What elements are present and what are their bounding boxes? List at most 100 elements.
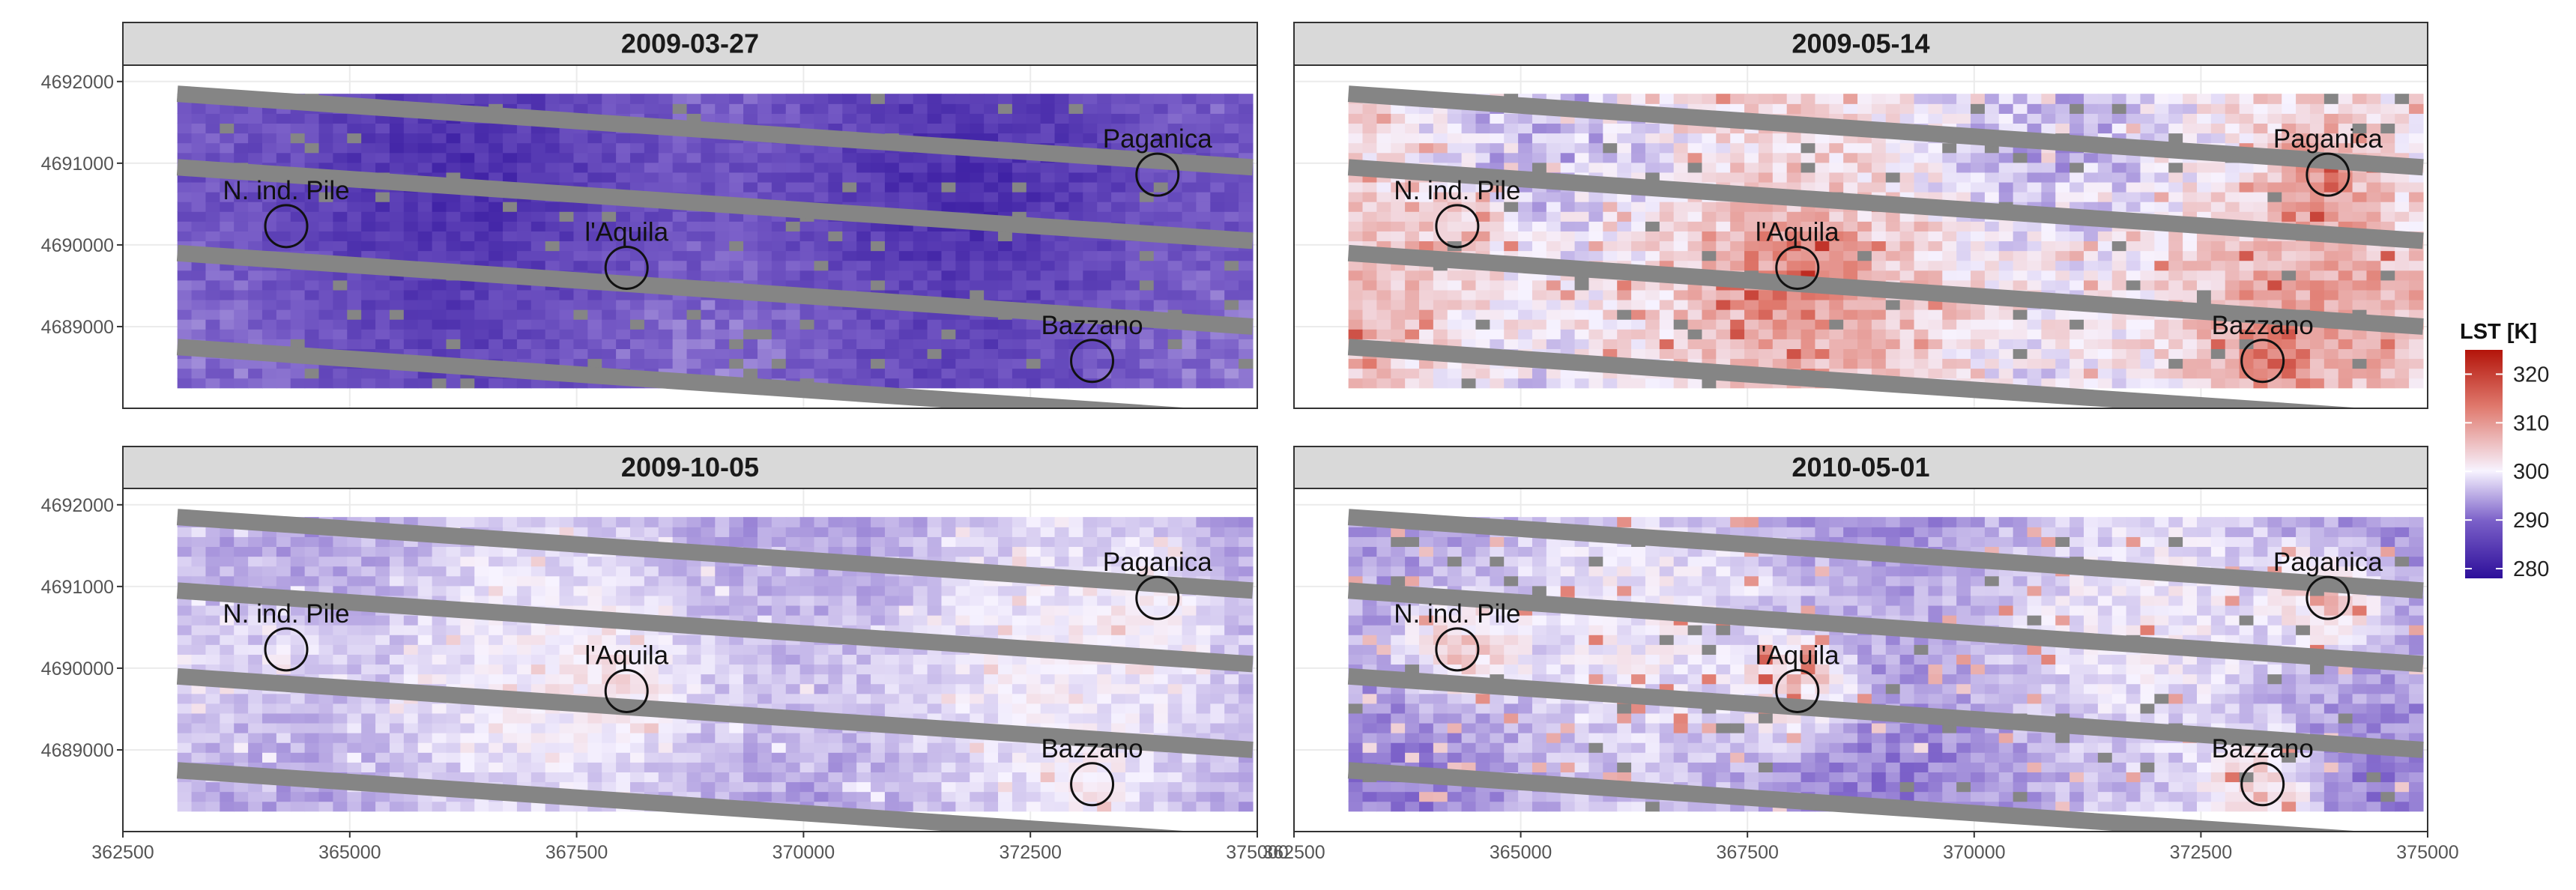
lst-cell	[403, 378, 419, 389]
lst-cell	[446, 152, 461, 163]
lst-cell	[856, 231, 871, 242]
lst-cell	[361, 231, 376, 242]
lst-cell	[729, 240, 744, 252]
lst-cell	[205, 605, 220, 616]
lst-cell	[205, 211, 220, 222]
lst-cell	[261, 152, 277, 163]
lst-cell	[2183, 172, 2198, 183]
lst-cell	[2027, 250, 2042, 261]
lst-cell	[2013, 348, 2028, 360]
lst-cell	[2239, 162, 2255, 173]
lst-cell	[955, 358, 970, 369]
lst-cell	[729, 319, 744, 330]
lst-cell	[616, 358, 631, 369]
lst-cell	[361, 289, 376, 300]
lst-cell	[814, 260, 829, 271]
lst-cell	[814, 162, 829, 173]
lst-cell	[1083, 123, 1098, 134]
lst-cell	[2239, 123, 2255, 134]
lst-cell	[1040, 113, 1056, 124]
lst-cell	[1574, 309, 1590, 320]
lst-cell	[2013, 309, 2028, 320]
lst-cell	[205, 791, 220, 802]
lst-cell	[2069, 348, 2084, 360]
lst-cell	[261, 299, 277, 310]
site-label: l'Aquila	[584, 217, 668, 246]
lst-cell	[2352, 289, 2368, 300]
lst-cell	[2027, 270, 2042, 281]
lst-cell	[1659, 202, 1675, 212]
lst-cell	[1786, 348, 1802, 360]
lst-cell	[2267, 348, 2282, 360]
lst-cell	[474, 152, 489, 163]
lst-cell	[1546, 319, 1561, 330]
lst-cell	[1026, 123, 1041, 134]
lst-cell	[616, 319, 631, 330]
lst-cell	[998, 329, 1013, 339]
lst-cell	[1772, 260, 1788, 271]
lst-cell	[1012, 162, 1027, 173]
lst-cell	[530, 94, 546, 104]
lst-cell	[2055, 260, 2070, 271]
lst-cell	[1125, 348, 1140, 360]
lst-cell	[474, 378, 489, 389]
lst-cell	[1843, 319, 1858, 330]
lst-cell	[1068, 289, 1083, 300]
lst-cell	[220, 378, 235, 389]
lst-cell	[2282, 172, 2297, 183]
lst-cell	[191, 801, 207, 812]
lst-cell	[616, 94, 631, 104]
lst-cell	[2352, 172, 2368, 183]
lst-cell	[1730, 152, 1745, 163]
lst-cell	[1942, 162, 1957, 173]
lst-cell	[1139, 329, 1155, 339]
lst-cell	[2196, 113, 2212, 124]
lst-cell	[1659, 289, 1675, 300]
lst-cell	[1716, 309, 1731, 320]
lst-cell	[743, 299, 758, 310]
lst-cell	[1068, 113, 1083, 124]
lst-cell	[1603, 133, 1618, 144]
lst-cell	[1942, 192, 1957, 202]
lst-cell	[2239, 270, 2255, 281]
lst-cell	[191, 635, 207, 645]
lst-cell	[474, 309, 489, 320]
lst-cell	[573, 329, 588, 339]
lst-cell	[2380, 289, 2395, 300]
lst-cell	[2126, 113, 2141, 124]
lst-cell	[2395, 94, 2410, 104]
lst-cell	[333, 722, 348, 733]
lst-cell	[2027, 348, 2042, 360]
lst-cell	[1956, 103, 1971, 114]
lst-cell	[1617, 319, 1632, 330]
lst-cell	[503, 289, 518, 300]
lst-cell	[602, 211, 617, 222]
lst-cell	[1405, 192, 1420, 202]
lst-cell	[616, 133, 631, 144]
lst-cell	[1362, 358, 1377, 369]
lst-cell	[220, 231, 235, 242]
lst-cell	[261, 615, 277, 626]
lst-cell	[474, 202, 489, 212]
lst-cell	[1348, 319, 1364, 330]
lst-cell	[2267, 240, 2282, 252]
lst-cell	[871, 348, 886, 360]
lst-cell	[432, 348, 447, 360]
lst-cell	[1786, 221, 1802, 231]
lst-cell	[347, 309, 362, 320]
site-label: Bazzano	[1041, 311, 1143, 340]
lst-cell	[1210, 211, 1225, 222]
lst-cell	[234, 133, 249, 144]
lst-cell	[1942, 319, 1957, 330]
lst-cell	[2084, 250, 2099, 261]
lst-cell	[1815, 339, 1830, 349]
lst-cell	[1645, 142, 1660, 154]
lst-cell	[177, 270, 193, 281]
lst-cell	[1097, 250, 1112, 261]
lst-cell	[2338, 339, 2353, 349]
lst-cell	[1391, 299, 1406, 310]
lst-cell	[191, 703, 207, 714]
lst-cell	[261, 733, 277, 743]
lst-cell	[2168, 339, 2183, 349]
lst-cell	[2409, 142, 2424, 154]
